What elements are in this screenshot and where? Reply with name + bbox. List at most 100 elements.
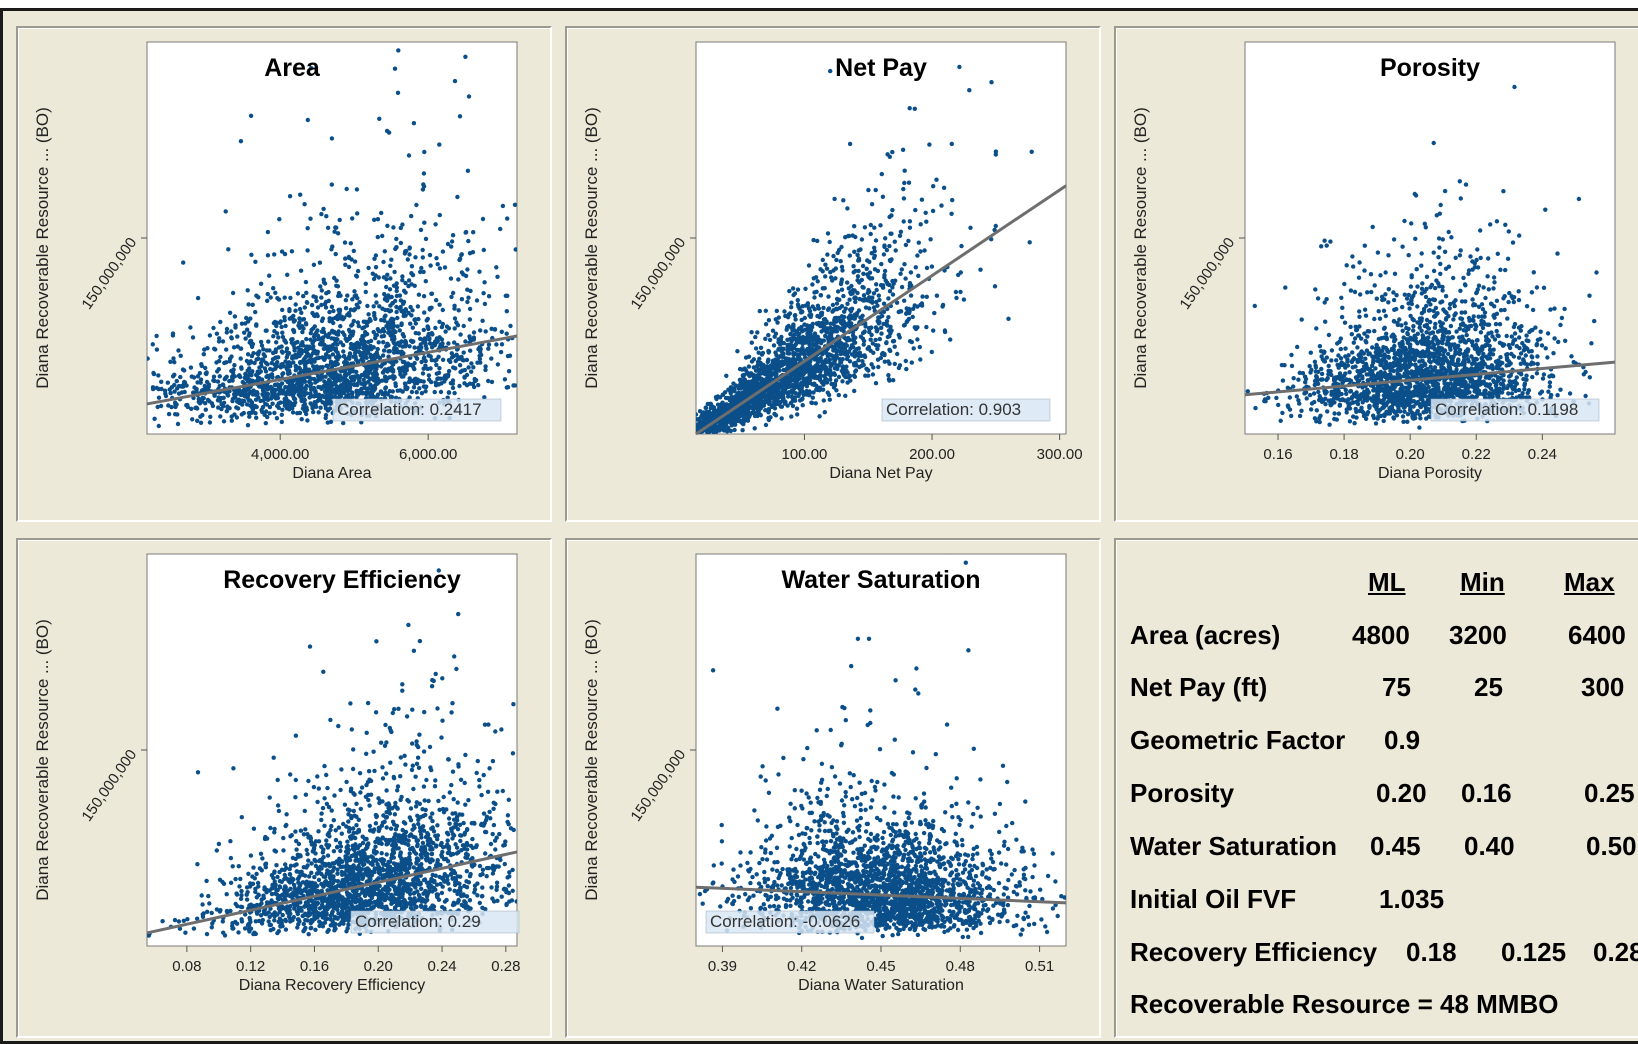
scatter-point — [874, 299, 879, 305]
scatter-point — [812, 290, 817, 295]
scatter-point — [309, 66, 314, 71]
scatter-point — [461, 350, 466, 355]
scatter-point — [766, 410, 771, 415]
scatter-point — [184, 383, 189, 388]
scatter-point — [763, 364, 768, 369]
x-axis-label: Diana Net Pay — [829, 465, 932, 482]
scatter-point — [305, 300, 310, 305]
scatter-point — [888, 324, 893, 329]
scatter-point — [1464, 332, 1469, 338]
scatter-point — [461, 358, 466, 363]
scatter-point — [813, 355, 819, 360]
scatter-point — [827, 397, 832, 402]
scatter-point — [843, 393, 848, 398]
scatter-point — [807, 390, 813, 395]
scatter-point — [486, 294, 492, 299]
scatter-point — [413, 255, 418, 260]
scatter-point — [327, 406, 333, 411]
scatter-point — [227, 310, 233, 315]
scatter-point — [313, 380, 318, 385]
scatter-point — [308, 216, 313, 221]
scatter-point — [462, 367, 467, 373]
scatter-point — [345, 312, 350, 317]
scatter-point — [831, 308, 836, 313]
scatter-point — [331, 336, 337, 341]
scatter-point — [263, 409, 269, 414]
scatter-point — [433, 222, 438, 227]
scatter-point — [377, 116, 382, 122]
scatter-point — [850, 291, 855, 296]
scatter-point — [1403, 321, 1408, 326]
scatter-point — [199, 388, 205, 393]
scatter-point — [176, 348, 181, 353]
scatter-point — [416, 331, 421, 336]
scatter-point — [377, 378, 383, 384]
scatter-point — [434, 298, 439, 303]
scatter-point — [403, 280, 408, 286]
scatter-point — [332, 389, 337, 394]
scatter-point — [309, 302, 315, 308]
scatter-point — [400, 359, 406, 364]
scatter-point — [892, 361, 897, 367]
scatter-point — [816, 306, 822, 311]
scatter-point — [1476, 283, 1482, 288]
scatter-point — [897, 363, 903, 368]
scatter-point — [876, 293, 881, 298]
scatter-point — [333, 251, 338, 257]
scatter-point — [1576, 196, 1582, 202]
scatter-point — [841, 198, 846, 203]
scatter-point — [1545, 355, 1550, 360]
scatter-point — [804, 384, 810, 389]
scatter-point — [789, 394, 794, 399]
scatter-point — [344, 186, 349, 192]
scatter-point — [465, 168, 471, 173]
scatter-point — [505, 216, 510, 221]
scatter-point — [256, 350, 261, 355]
scatter-point — [477, 356, 483, 362]
scatter-point — [216, 367, 221, 372]
scatter-point — [291, 327, 296, 333]
scatter-point — [845, 301, 850, 306]
scatter-point — [843, 235, 848, 240]
scatter-point — [393, 381, 398, 386]
scatter-point — [434, 362, 439, 368]
scatter-point — [899, 284, 905, 290]
scatter-point — [363, 330, 368, 335]
scatter-point — [989, 80, 994, 85]
scatter-point — [329, 304, 335, 309]
scatter-point — [879, 351, 885, 357]
scatter-point — [406, 283, 411, 289]
scatter-point — [792, 343, 798, 348]
scatter-point — [420, 255, 425, 260]
scatter-point — [321, 329, 327, 335]
scatter-point — [354, 302, 359, 307]
scatter-point — [331, 308, 336, 314]
scatter-point — [483, 364, 488, 369]
scatter-point — [421, 182, 426, 187]
scatter-point — [824, 266, 830, 271]
scatter-point — [427, 336, 432, 341]
scatter-point — [207, 333, 213, 338]
scatter-point — [732, 419, 737, 424]
scatter-point — [842, 346, 848, 351]
scatter-point — [856, 268, 861, 274]
scatter-point — [478, 328, 483, 333]
scatter-point — [280, 407, 285, 412]
scatter-point — [283, 384, 288, 390]
scatter-point — [247, 390, 253, 395]
scatter-point — [416, 316, 421, 322]
scatter-point — [311, 344, 316, 349]
scatter-point — [366, 386, 371, 391]
scatter-point — [303, 386, 308, 392]
scatter-point — [800, 341, 805, 347]
scatter-point — [850, 333, 856, 338]
scatter-point — [267, 386, 272, 391]
scatter-point — [423, 236, 429, 242]
scatter-point — [800, 403, 805, 408]
scatter-point — [1338, 346, 1343, 352]
scatter-point — [861, 342, 866, 347]
x-tick-label: 0.22 — [1462, 446, 1491, 463]
scatter-point — [391, 283, 397, 288]
scatter-point — [299, 417, 304, 422]
